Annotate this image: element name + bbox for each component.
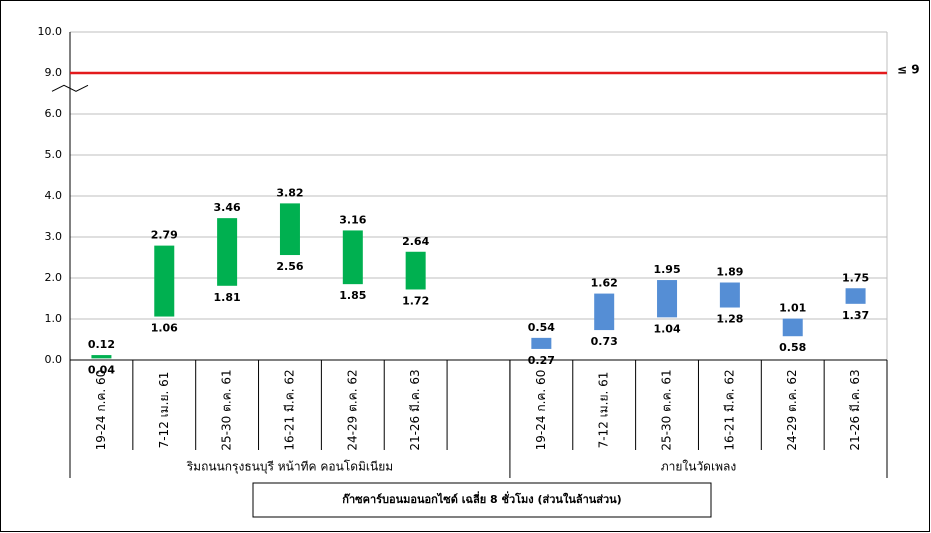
- value-label: 0.04: [88, 363, 115, 376]
- y-tick-label: 4.0: [45, 189, 63, 202]
- value-label: 0.12: [88, 338, 115, 351]
- group-label: ริมถนนกรุงธนบุรี หน้าทีค คอนโดมิเนียม: [186, 460, 393, 475]
- value-label: 0.58: [779, 341, 806, 354]
- value-label: 1.37: [842, 309, 869, 322]
- value-label: 1.06: [151, 322, 178, 335]
- y-tick-label: 6.0: [45, 107, 63, 120]
- value-label: 1.85: [339, 289, 366, 302]
- x-tick-label: 19-24 ก.ค. 60: [94, 370, 108, 451]
- value-label: 1.04: [653, 322, 680, 335]
- y-tick-label: 10.0: [38, 25, 63, 38]
- value-label: 3.82: [276, 186, 303, 199]
- value-label: 1.95: [653, 263, 680, 276]
- range-bar: [217, 218, 238, 286]
- y-tick-label: 1.0: [45, 312, 63, 325]
- y-tick-label: 9.0: [45, 66, 63, 79]
- x-tick-label: 16-21 มี.ค. 62: [282, 369, 296, 450]
- x-tick-label: 16-21 มี.ค. 62: [722, 369, 736, 450]
- value-label: 1.28: [716, 313, 743, 326]
- y-tick-label: 5.0: [45, 148, 63, 161]
- chart-title: ก๊าซคาร์บอนมอนอกไซด์ เฉลี่ย 8 ชั่วโมง (ส…: [342, 491, 621, 506]
- range-bar: [91, 355, 112, 359]
- title-box: [252, 482, 712, 518]
- value-label: 2.64: [402, 235, 429, 248]
- x-tick-label: 24-29 ต.ค. 62: [785, 369, 799, 450]
- x-tick-label: 7-12 เม.ย. 61: [597, 372, 611, 449]
- value-label: 1.75: [842, 271, 869, 284]
- value-label: 2.79: [151, 229, 178, 242]
- range-bar: [531, 337, 552, 349]
- x-tick-label: 21-26 มี.ค. 63: [848, 369, 862, 450]
- y-tick-label: 3.0: [45, 230, 63, 243]
- value-label: 0.73: [591, 335, 618, 348]
- x-tick-label: 24-29 ต.ค. 62: [345, 369, 359, 450]
- x-tick-label: 25-30 ต.ค. 61: [220, 369, 234, 450]
- range-bar: [279, 203, 300, 256]
- value-label: 3.46: [214, 201, 241, 214]
- value-label: 3.16: [339, 213, 366, 226]
- y-tick-label: 2.0: [45, 271, 63, 284]
- x-tick-label: 19-24 ก.ค. 60: [534, 370, 548, 451]
- range-bar: [719, 282, 740, 308]
- range-bar: [405, 251, 426, 290]
- x-tick-label: 21-26 มี.ค. 63: [408, 369, 422, 450]
- range-bar: [342, 230, 363, 285]
- value-label: 0.54: [528, 321, 555, 334]
- value-label: 1.62: [591, 277, 618, 290]
- group-label: ภายในวัดเพลง: [661, 460, 737, 474]
- reference-label: ≤ 9: [897, 63, 920, 77]
- y-tick-label: 0.0: [45, 353, 63, 366]
- value-label: 2.56: [276, 260, 303, 273]
- x-tick-label: 25-30 ต.ค. 61: [660, 369, 674, 450]
- range-bar: [657, 280, 678, 318]
- range-bar: [845, 288, 866, 304]
- range-bar: [782, 318, 803, 337]
- x-tick-label: 7-12 เม.ย. 61: [157, 372, 171, 449]
- value-label: 1.01: [779, 302, 806, 315]
- value-label: 1.72: [402, 294, 429, 307]
- range-bar: [154, 245, 175, 317]
- value-label: 1.89: [716, 266, 743, 279]
- range-bar: [594, 293, 615, 331]
- value-label: 1.81: [214, 291, 241, 304]
